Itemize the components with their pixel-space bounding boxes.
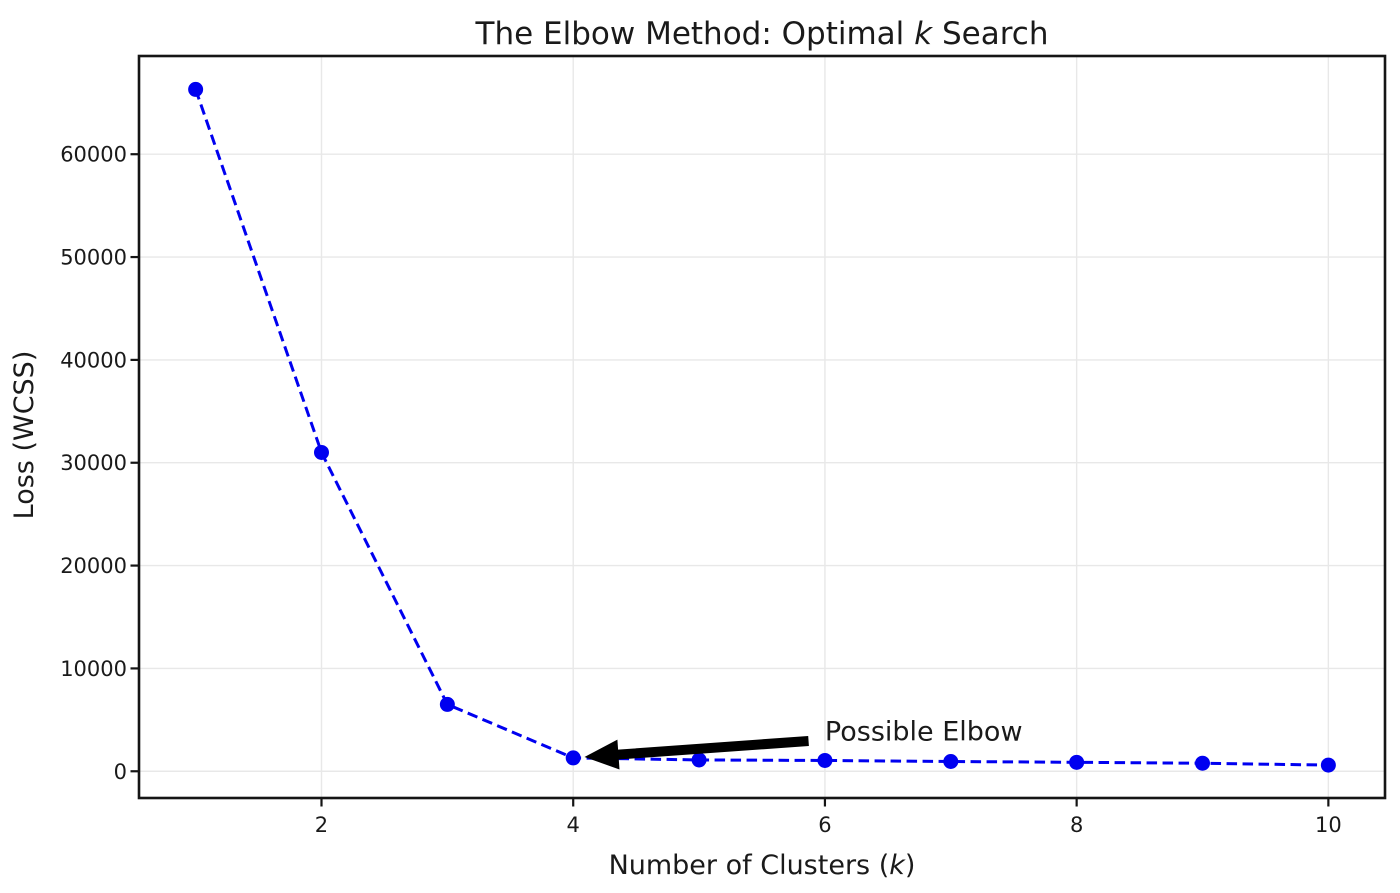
- y-tick-label: 30000: [60, 451, 127, 475]
- chart-title-k: k: [914, 16, 933, 52]
- data-point-marker: [691, 752, 707, 768]
- grid-layer: [139, 56, 1385, 798]
- x-tick-label: 6: [818, 813, 831, 837]
- data-point-marker: [1320, 757, 1336, 773]
- x-tick-label: 10: [1315, 813, 1342, 837]
- annotation-arrow-icon: [584, 736, 809, 770]
- y-tick-label: 0: [114, 760, 127, 784]
- tick-marks-layer: [130, 153, 1330, 807]
- data-point-marker: [1069, 754, 1085, 770]
- chart-title-prefix: The Elbow Method: Optimal: [475, 16, 915, 52]
- x-tick-label: 4: [567, 813, 580, 837]
- data-point-marker: [1195, 755, 1211, 771]
- data-point-marker: [188, 81, 204, 97]
- annotation-layer: Possible Elbow: [584, 716, 1023, 770]
- x-tick-label: 8: [1070, 813, 1083, 837]
- axes-spines: [137, 54, 1387, 800]
- y-tick-label: 50000: [60, 246, 127, 270]
- y-tick-label: 10000: [60, 657, 127, 681]
- data-series-layer: [188, 81, 1336, 773]
- x-axis-label: Number of Clusters (k): [609, 850, 916, 881]
- y-tick-label: 40000: [60, 348, 127, 372]
- x-axis-label-k: k: [889, 850, 906, 881]
- annotation-text: Possible Elbow: [825, 716, 1023, 747]
- y-tick-label: 20000: [60, 554, 127, 578]
- x-axis-label-suffix: ): [905, 850, 916, 881]
- chart-title: The Elbow Method: Optimal k Search: [475, 16, 1049, 52]
- data-point-marker: [817, 752, 833, 768]
- data-point-marker: [943, 753, 959, 769]
- y-axis-label: Loss (WCSS): [9, 351, 40, 520]
- plot-border: [137, 54, 1387, 800]
- x-axis-label-prefix: Number of Clusters (: [609, 850, 890, 881]
- data-point-marker: [565, 750, 581, 766]
- y-tick-label: 60000: [60, 143, 127, 167]
- chart-title-suffix: Search: [932, 16, 1048, 52]
- data-point-marker: [439, 696, 455, 712]
- x-tick-label: 2: [315, 813, 328, 837]
- data-line: [194, 88, 1329, 767]
- data-point-marker: [313, 444, 329, 460]
- tick-labels-layer: 2 4 6 8 10 0 10000 20000 30000 40000 50000 60000: [60, 143, 1342, 837]
